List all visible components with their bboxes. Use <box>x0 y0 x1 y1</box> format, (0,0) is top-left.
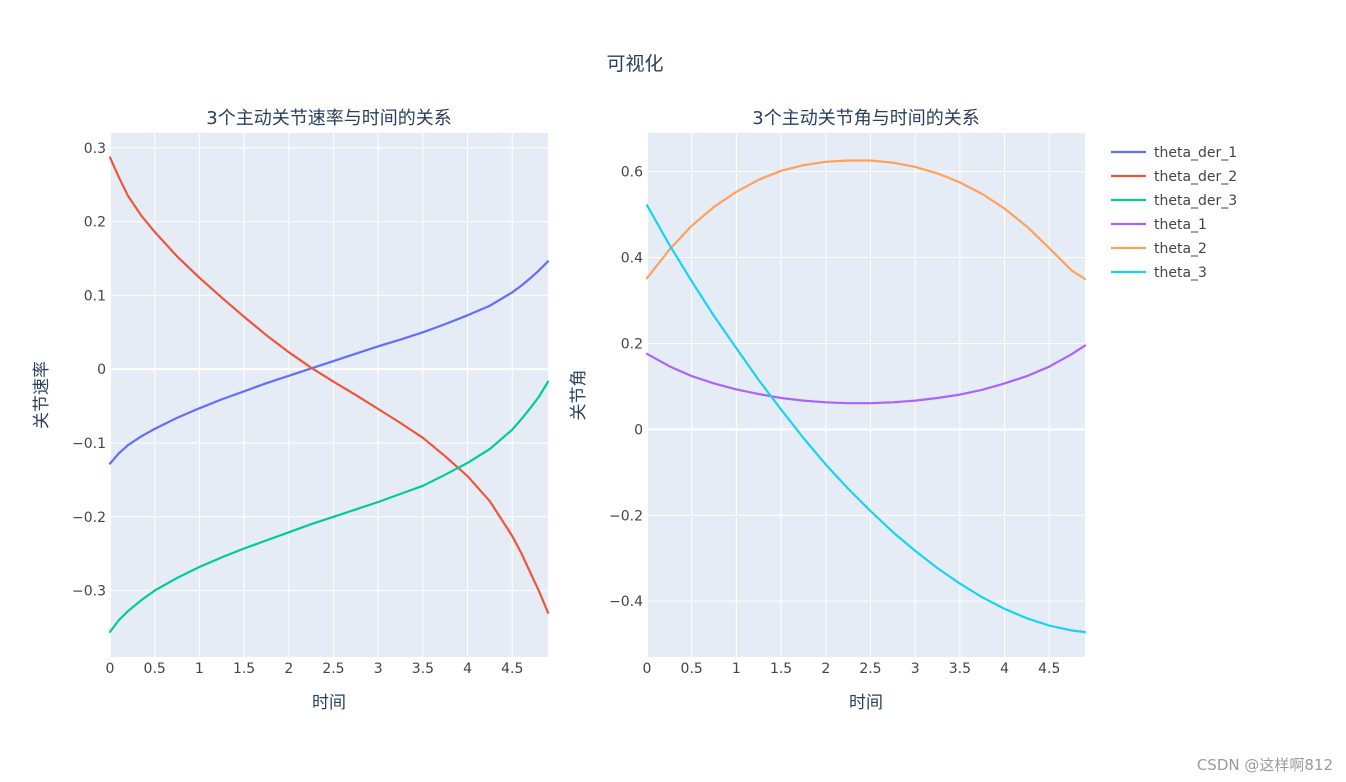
legend-label: theta_der_1 <box>1154 145 1237 161</box>
x-tick-label: 2.5 <box>859 661 881 677</box>
x-axis-label: 时间 <box>312 693 346 713</box>
y-tick-label: −0.1 <box>72 436 106 452</box>
x-tick-label: 1 <box>732 661 741 677</box>
x-tick-label: 3 <box>911 661 920 677</box>
legend-item-theta-2[interactable]: theta_2 <box>1111 241 1207 257</box>
x-tick-label: 1 <box>195 661 204 677</box>
x-tick-label: 0.5 <box>681 661 703 677</box>
y-tick-label: 0.2 <box>84 215 106 231</box>
legend-item-theta-der-3[interactable]: theta_der_3 <box>1111 193 1237 209</box>
x-tick-label: 1.5 <box>770 661 792 677</box>
series-line-theta-2 <box>645 159 1087 281</box>
y-tick-label: 0.3 <box>84 141 106 157</box>
series-line-theta-der-3 <box>108 380 550 633</box>
legend-label: theta_3 <box>1154 265 1207 281</box>
y-axis-label: 关节速率 <box>32 361 52 429</box>
x-tick-label: 0 <box>106 661 115 677</box>
grid-lines <box>109 133 548 657</box>
x-tick-label: 2.5 <box>322 661 344 677</box>
velocity-subplot: 0 0.5 1 1.5 2 2.5 3 3.5 4 4.5 −0.3 −0.2 −0.1 0 0.1 0.2 0… <box>32 108 550 713</box>
y-tick-label: −0.3 <box>72 584 106 600</box>
series-group <box>645 159 1087 634</box>
subplot-title-velocity: 3个主动关节速率与时间的关系 <box>206 108 451 129</box>
legend-item-theta-3[interactable]: theta_3 <box>1111 265 1207 281</box>
x-tick-label: 2 <box>821 661 830 677</box>
y-axis-label: 关节角 <box>569 370 589 421</box>
y-tick-label: 0.6 <box>621 165 643 181</box>
legend-item-theta-1[interactable]: theta_1 <box>1111 217 1207 233</box>
y-tick-label: 0.2 <box>621 336 643 352</box>
x-tick-label: 2 <box>284 661 293 677</box>
y-tick-label: 0.4 <box>621 251 643 267</box>
x-tick-label: 4.5 <box>1038 661 1060 677</box>
tick-labels: 0 0.5 1 1.5 2 2.5 3 3.5 4 4.5 −0.3 −0.2 −0.1 0 0.1 0.2 0… <box>72 141 523 677</box>
x-tick-label: 0.5 <box>144 661 166 677</box>
plot-area-background <box>110 133 548 657</box>
legend[interactable]: theta_der_1 theta_der_2 theta_der_3 theta_1… <box>1111 145 1237 281</box>
y-tick-label: 0.1 <box>84 288 106 304</box>
figure-title: 可视化 <box>606 53 663 75</box>
series-line-theta-1 <box>645 344 1087 405</box>
legend-item-theta-der-2[interactable]: theta_der_2 <box>1111 169 1237 185</box>
x-tick-label: 1.5 <box>233 661 255 677</box>
legend-label: theta_der_2 <box>1154 169 1237 185</box>
x-tick-label: 3.5 <box>949 661 971 677</box>
y-tick-label: 0 <box>634 422 643 438</box>
series-line-theta-der-1 <box>108 260 550 465</box>
legend-label: theta_2 <box>1154 241 1207 257</box>
legend-label: theta_1 <box>1154 217 1207 233</box>
x-tick-label: 3.5 <box>412 661 434 677</box>
x-axis-label: 时间 <box>849 693 883 713</box>
watermark: CSDN @这样啊812 <box>1197 756 1333 774</box>
grid-lines <box>646 133 1085 657</box>
y-tick-label: 0 <box>97 362 106 378</box>
series-line-theta-der-2 <box>108 156 550 614</box>
x-tick-label: 4.5 <box>501 661 523 677</box>
x-tick-label: 0 <box>643 661 652 677</box>
legend-item-theta-der-1[interactable]: theta_der_1 <box>1111 145 1237 161</box>
legend-label: theta_der_3 <box>1154 193 1237 209</box>
x-tick-label: 3 <box>374 661 383 677</box>
angle-subplot: 0 0.5 1 1.5 2 2.5 3 3.5 4 4.5 −0.4 −0.2 0 0.2 0.4 0.6 3… <box>569 108 1087 713</box>
subplot-title-angle: 3个主动关节角与时间的关系 <box>752 108 979 129</box>
x-tick-label: 4 <box>1000 661 1009 677</box>
tick-labels: 0 0.5 1 1.5 2 2.5 3 3.5 4 4.5 −0.4 −0.2 0 0.2 0.4 0.6 <box>609 165 1060 677</box>
series-line-theta-3 <box>645 204 1087 634</box>
series-group <box>108 156 550 633</box>
y-tick-label: −0.2 <box>72 510 106 526</box>
x-tick-label: 4 <box>463 661 472 677</box>
plot-area-background <box>647 133 1085 657</box>
y-tick-label: −0.4 <box>609 594 643 610</box>
y-tick-label: −0.2 <box>609 508 643 524</box>
